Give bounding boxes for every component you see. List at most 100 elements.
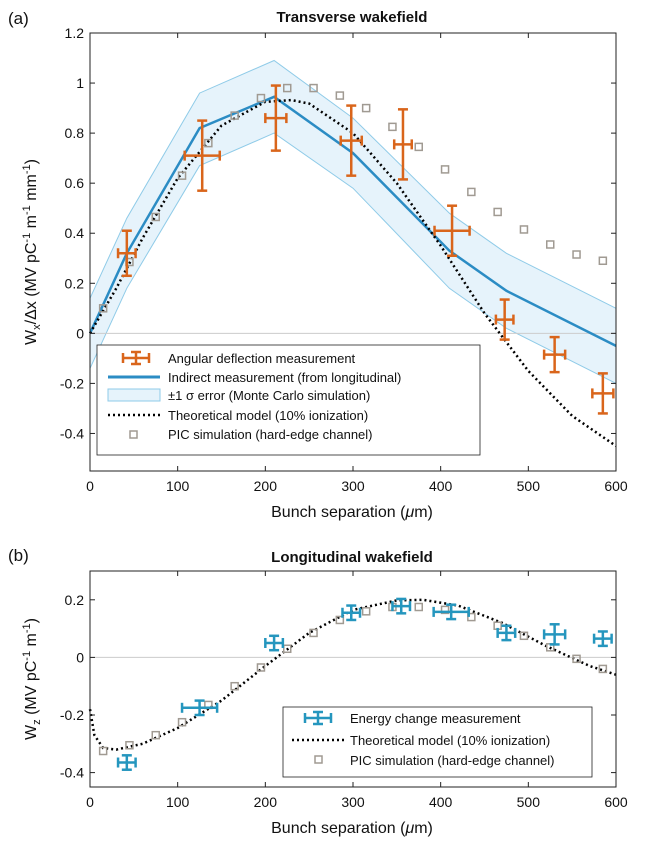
- measurement-point-longitudinal: [496, 624, 517, 642]
- measurement-point-transverse: [542, 335, 567, 374]
- measurement-point-longitudinal: [542, 623, 567, 646]
- pic-point-longitudinal: [335, 615, 345, 625]
- y-tick-label: -0.4: [60, 425, 84, 441]
- pic-point-longitudinal: [361, 607, 371, 616]
- x-axis-label-longitudinal: Bunch separation (μm): [271, 820, 433, 837]
- pic-point-longitudinal: [283, 644, 292, 654]
- pic-point-transverse: [283, 83, 292, 93]
- legend-box-longitudinal: [282, 706, 593, 778]
- measurement-point-longitudinal: [391, 597, 412, 615]
- y-tick-label: 0.8: [65, 125, 85, 141]
- pic-point-transverse: [230, 111, 239, 120]
- legend-label-indirect: Indirect measurement (from longitudinal): [168, 370, 401, 385]
- panel-label-a: (a): [8, 9, 29, 28]
- x-tick-label: 600: [604, 794, 628, 810]
- pic-point-transverse: [361, 103, 371, 113]
- legend-swatch-pic: [129, 430, 138, 439]
- measurement-point-transverse: [591, 372, 615, 415]
- measurement-point-transverse: [183, 119, 221, 192]
- legend-swatch-measurement: [121, 350, 151, 366]
- x-tick-label: 300: [341, 478, 365, 494]
- measurement-point-transverse: [392, 108, 413, 181]
- pic-point-transverse: [546, 240, 555, 249]
- pic-point-longitudinal: [256, 663, 266, 672]
- chart-title-transverse: Transverse wakefield: [277, 9, 428, 26]
- pic-point-transverse: [98, 304, 108, 313]
- y-tick-label: 0.2: [65, 275, 85, 291]
- longitudinal-wakefield-panel: (b) Longitudinal wakefield 0 100 200 300 400…: [8, 546, 628, 837]
- y-tick-label: 0: [76, 325, 84, 341]
- measurement-point-transverse: [494, 298, 515, 341]
- indirect-measurement-line: [88, 95, 617, 348]
- y-tick-label: 0.2: [65, 592, 85, 608]
- x-tick-label: 500: [517, 794, 541, 810]
- measurement-point-transverse: [433, 204, 471, 258]
- pic-point-transverse: [440, 165, 450, 174]
- measurement-point-longitudinal: [592, 630, 613, 648]
- pic-point-longitudinal: [440, 605, 450, 615]
- transverse-wakefield-panel: (a) Transverse wakefield 0 100 200 300 400 50…: [8, 9, 628, 521]
- y-tick-label: -0.2: [60, 375, 84, 391]
- pic-point-longitudinal: [230, 681, 239, 691]
- legend-label-pic-b: PIC simulation (hard-edge channel): [350, 753, 555, 768]
- measurement-point-transverse: [264, 84, 288, 152]
- legend-label-pic: PIC simulation (hard-edge channel): [168, 427, 373, 442]
- y-tick-label: 1: [76, 75, 84, 91]
- measurement-point-longitudinal: [264, 634, 285, 652]
- pic-point-transverse: [256, 93, 266, 103]
- legend-swatch-pic-b: [314, 755, 323, 764]
- x-tick-label: 300: [341, 794, 365, 810]
- pic-point-transverse: [177, 171, 187, 180]
- legend-label-energy: Energy change measurement: [350, 711, 521, 726]
- legend-label-band: ±1 σ error (Monte Carlo simulation): [168, 388, 370, 403]
- measurement-point-transverse: [116, 229, 137, 278]
- pic-point-longitudinal: [177, 717, 187, 727]
- pic-point-transverse: [414, 142, 423, 152]
- pic-point-longitudinal: [519, 631, 529, 641]
- pic-point-longitudinal: [598, 664, 608, 674]
- measurement-point-transverse: [339, 104, 364, 177]
- pic-point-longitudinal: [151, 730, 160, 740]
- x-tick-label: 400: [429, 794, 453, 810]
- y-tick-label: 0.6: [65, 175, 85, 191]
- legend-label-theory: Theoretical model (10% ionization): [168, 408, 368, 423]
- y-tick-label: 1.2: [65, 25, 85, 41]
- y-tick-label: 0.4: [65, 225, 85, 241]
- pic-point-transverse: [388, 122, 397, 132]
- legend-swatch-energy: [303, 710, 333, 726]
- chart-title-longitudinal: Longitudinal wakefield: [271, 549, 433, 566]
- x-tick-label: 100: [166, 478, 190, 494]
- pic-point-transverse: [572, 250, 581, 259]
- pic-point-longitudinal: [414, 602, 423, 612]
- x-tick-label: 0: [86, 478, 94, 494]
- measurement-point-longitudinal: [116, 754, 137, 771]
- legend-label-theory-b: Theoretical model (10% ionization): [350, 733, 550, 748]
- legend-box-transverse: [96, 344, 481, 456]
- y-tick-label: 0: [76, 649, 84, 665]
- pic-point-transverse: [493, 207, 502, 217]
- measurement-point-longitudinal: [432, 603, 470, 621]
- error-band: [90, 60, 616, 384]
- x-tick-label: 0: [86, 794, 94, 810]
- pic-point-longitudinal: [467, 612, 476, 622]
- x-tick-label: 600: [604, 478, 628, 494]
- pic-point-transverse: [467, 187, 476, 197]
- legend-swatch-band: [107, 388, 161, 402]
- y-tick-label: -0.2: [60, 707, 84, 723]
- x-tick-label: 400: [429, 478, 453, 494]
- measurement-point-longitudinal: [180, 699, 219, 717]
- pic-point-transverse: [519, 225, 529, 234]
- panel-label-b: (b): [8, 546, 29, 565]
- x-tick-label: 500: [517, 478, 541, 494]
- pic-point-transverse: [335, 91, 345, 100]
- measurement-point-longitudinal: [341, 604, 362, 622]
- legend-label-measurement: Angular deflection measurement: [168, 351, 356, 366]
- theoretical-model-line-longitudinal: [88, 598, 617, 751]
- pic-point-longitudinal: [572, 654, 581, 664]
- y-axis-label-longitudinal: Wz (MV pC-1 m-1): [21, 618, 43, 740]
- y-axis-label-transverse: Wx/Δx (MV pC-1 m-1 mm-1): [21, 159, 43, 345]
- legend-transverse: Angular deflection measurement Indirect …: [96, 344, 481, 456]
- theoretical-model-line-transverse: [88, 98, 617, 448]
- pic-point-longitudinal: [125, 740, 134, 750]
